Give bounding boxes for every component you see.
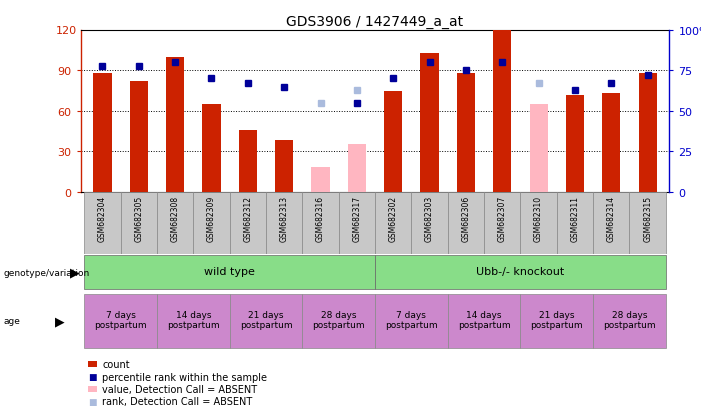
Bar (157, 294, 230, 348)
Text: GSM682315: GSM682315 (643, 195, 652, 241)
Text: GSM682303: GSM682303 (425, 195, 434, 241)
Bar (375, 256, 666, 289)
Bar (484, 192, 520, 254)
Text: 28 days
postpartum: 28 days postpartum (603, 310, 655, 330)
Text: GSM682316: GSM682316 (316, 195, 325, 241)
Bar (494, 31, 511, 192)
Text: genotype/variation: genotype/variation (4, 268, 90, 277)
Text: ▶: ▶ (70, 266, 80, 279)
Text: 14 days
postpartum: 14 days postpartum (167, 310, 219, 330)
Text: age: age (4, 317, 20, 325)
Text: 7 days
postpartum: 7 days postpartum (385, 310, 437, 330)
Text: GSM682304: GSM682304 (98, 195, 107, 241)
Bar (520, 294, 593, 348)
Text: ■: ■ (88, 397, 97, 406)
Bar (348, 145, 366, 192)
Bar (93, 74, 111, 192)
Text: Ubb-/- knockout: Ubb-/- knockout (476, 267, 564, 277)
Bar (239, 131, 257, 192)
Bar (166, 58, 184, 192)
Text: value, Detection Call = ABSENT: value, Detection Call = ABSENT (102, 384, 257, 394)
Bar (593, 294, 666, 348)
Text: GSM682308: GSM682308 (170, 195, 179, 241)
Bar (557, 192, 593, 254)
Bar (411, 192, 448, 254)
Text: GSM682305: GSM682305 (135, 195, 143, 241)
Bar (275, 141, 293, 192)
Bar (121, 192, 157, 254)
Text: 7 days
postpartum: 7 days postpartum (95, 310, 147, 330)
Text: ▶: ▶ (55, 315, 64, 328)
Bar (520, 192, 557, 254)
Bar (593, 192, 629, 254)
Text: GSM682306: GSM682306 (461, 195, 470, 241)
Text: 21 days
postpartum: 21 days postpartum (240, 310, 292, 330)
Bar (384, 91, 402, 192)
Bar (193, 192, 230, 254)
Text: GSM682310: GSM682310 (534, 195, 543, 241)
Text: wild type: wild type (204, 267, 255, 277)
Text: 28 days
postpartum: 28 days postpartum (313, 310, 365, 330)
Text: 14 days
postpartum: 14 days postpartum (458, 310, 510, 330)
Text: GSM682317: GSM682317 (353, 195, 361, 241)
Bar (639, 74, 657, 192)
Bar (375, 192, 411, 254)
Bar (84, 294, 157, 348)
Text: GSM682302: GSM682302 (389, 195, 397, 241)
Bar (84, 256, 375, 289)
Bar (157, 192, 193, 254)
Text: 120: 120 (56, 26, 77, 36)
Bar (203, 105, 221, 192)
Title: GDS3906 / 1427449_a_at: GDS3906 / 1427449_a_at (287, 14, 463, 28)
Bar (130, 82, 148, 192)
Bar (339, 192, 375, 254)
Bar (448, 192, 484, 254)
Bar (529, 105, 547, 192)
Bar (302, 192, 339, 254)
Text: GSM682307: GSM682307 (498, 195, 507, 241)
Bar (457, 74, 475, 192)
Text: GSM682311: GSM682311 (571, 195, 580, 241)
Text: GSM682314: GSM682314 (607, 195, 615, 241)
Bar (311, 168, 329, 192)
Bar (375, 294, 448, 348)
Bar (302, 294, 375, 348)
Text: percentile rank within the sample: percentile rank within the sample (102, 372, 267, 382)
Bar (448, 294, 520, 348)
Text: GSM682312: GSM682312 (243, 195, 252, 241)
Bar (602, 94, 620, 192)
Text: ■: ■ (88, 372, 97, 381)
Bar (84, 192, 121, 254)
Text: 21 days
postpartum: 21 days postpartum (531, 310, 583, 330)
Bar (230, 294, 302, 348)
Bar (421, 54, 439, 192)
Text: count: count (102, 359, 130, 369)
Text: GSM682309: GSM682309 (207, 195, 216, 241)
Bar (566, 95, 584, 192)
Bar (629, 192, 666, 254)
Text: GSM682313: GSM682313 (280, 195, 289, 241)
Bar (266, 192, 302, 254)
Bar (230, 192, 266, 254)
Text: rank, Detection Call = ABSENT: rank, Detection Call = ABSENT (102, 396, 252, 406)
